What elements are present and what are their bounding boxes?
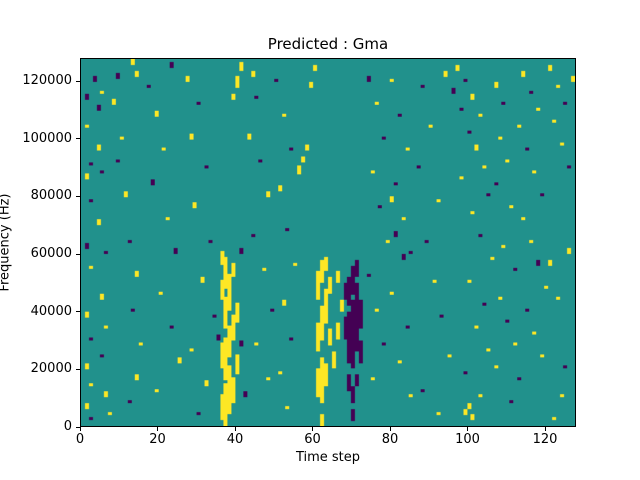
y-tick-mark	[76, 138, 80, 140]
x-tick-mark	[389, 427, 391, 431]
chart-title: Predicted : Gma	[267, 35, 389, 53]
y-tick-mark	[76, 195, 80, 197]
x-tick-mark	[234, 427, 236, 431]
y-tick-mark	[76, 80, 80, 82]
y-tick-label: 100000	[22, 130, 72, 146]
x-tick-mark	[467, 427, 468, 431]
y-tick-label: 20000	[30, 361, 72, 377]
x-tick-label: 20	[149, 432, 166, 447]
y-tick-mark	[76, 253, 80, 255]
x-tick-mark	[312, 427, 313, 431]
x-tick-label: 80	[381, 432, 399, 447]
y-tick-label: 120000	[22, 73, 72, 89]
x-tick-mark	[79, 427, 81, 431]
y-tick-mark	[76, 311, 80, 313]
heatmap-canvas	[81, 59, 575, 426]
x-axis-label: Time step	[295, 450, 361, 465]
y-tick-label: 40000	[30, 303, 72, 319]
x-tick-mark	[544, 427, 546, 431]
x-tick-mark	[157, 427, 158, 431]
plot-area	[80, 58, 576, 427]
x-tick-label: 40	[226, 432, 244, 447]
y-tick-label: 0	[63, 419, 72, 434]
x-tick-label: 120	[532, 432, 558, 447]
y-tick-mark	[76, 368, 80, 370]
x-tick-label: 100	[455, 432, 480, 447]
x-tick-label: 0	[75, 432, 85, 447]
y-tick-label: 60000	[30, 246, 72, 262]
y-tick-label: 80000	[30, 188, 72, 204]
x-tick-label: 60	[304, 432, 321, 447]
y-tick-mark	[76, 426, 80, 428]
